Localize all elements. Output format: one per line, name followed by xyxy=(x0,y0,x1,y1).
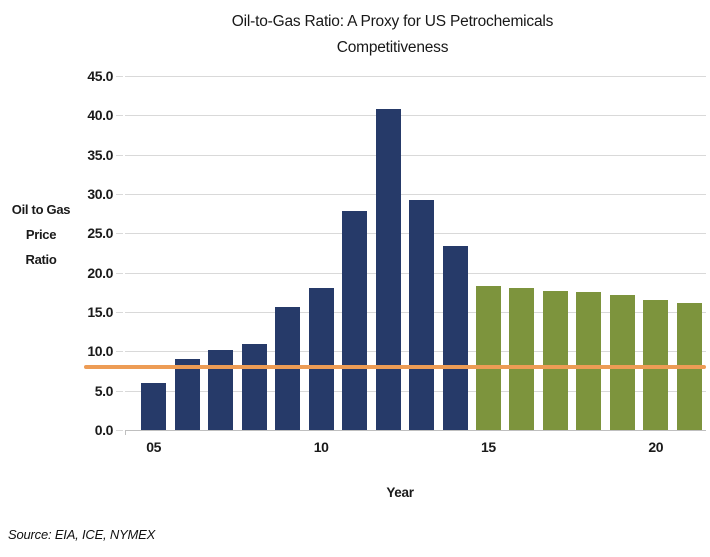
y-tick-label: 0.0 xyxy=(94,422,114,438)
y-axis-title-line-1: Oil to Gas xyxy=(11,202,71,217)
y-tick-label: 45.0 xyxy=(87,68,113,84)
y-tick-label: 35.0 xyxy=(87,146,113,163)
x-axis-line xyxy=(125,430,706,431)
bar-10 xyxy=(308,287,334,430)
y-tick-mark xyxy=(116,194,123,195)
y-tick-mark xyxy=(116,115,123,117)
y-tick-mark xyxy=(116,312,123,313)
y-axis-title-line-2: Price xyxy=(25,227,57,242)
y-tick-label: 10.0 xyxy=(87,343,113,360)
y-tick-label: 20.0 xyxy=(87,264,113,281)
bar-16 xyxy=(509,287,535,430)
bar-12 xyxy=(375,109,401,430)
source-note: Source: EIA, ICE, NYMEX xyxy=(8,527,156,542)
y-tick-mark xyxy=(116,351,123,353)
gridline xyxy=(125,115,706,117)
y-tick-label: 5.0 xyxy=(94,382,114,399)
chart-title: Oil-to-Gas Ratio: A Proxy for US Petroch… xyxy=(75,9,710,61)
x-axis-tick-mark xyxy=(125,430,126,435)
bar-18 xyxy=(576,292,602,430)
y-tick-label: 30.0 xyxy=(87,186,113,202)
y-axis-title: Oil to Gas Price Ratio xyxy=(4,197,78,272)
reference-line xyxy=(84,365,706,370)
gridline xyxy=(125,76,706,77)
bar-11 xyxy=(342,211,368,430)
y-tick-label: 25.0 xyxy=(87,225,113,242)
bar-17 xyxy=(542,290,568,430)
y-tick-label: 15.0 xyxy=(87,304,113,320)
gridline xyxy=(125,154,706,156)
bar-19 xyxy=(609,294,635,430)
chart-title-line-1: Oil-to-Gas Ratio: A Proxy for US Petroch… xyxy=(231,13,554,30)
bar-07 xyxy=(208,349,234,430)
bar-14 xyxy=(442,245,468,430)
gridline xyxy=(125,194,706,195)
y-tick-mark xyxy=(116,430,123,431)
bar-08 xyxy=(241,344,267,430)
y-tick-mark xyxy=(116,154,123,156)
bar-05 xyxy=(141,382,167,430)
x-tick-label: 20 xyxy=(648,439,664,455)
y-axis-title-line-3: Ratio xyxy=(25,252,57,267)
bar-13 xyxy=(409,200,434,430)
x-tick-label: 15 xyxy=(481,439,496,455)
x-axis-title: Year xyxy=(386,485,414,500)
x-tick-label: 10 xyxy=(313,439,329,455)
bar-20 xyxy=(643,300,669,430)
chart-title-line-2: Competitiveness xyxy=(336,39,449,56)
bar-06 xyxy=(174,359,200,430)
x-tick-label: 05 xyxy=(146,439,162,455)
y-tick-mark xyxy=(116,272,123,274)
y-tick-mark xyxy=(116,76,123,77)
y-tick-label: 40.0 xyxy=(87,107,113,124)
y-tick-mark xyxy=(116,233,123,235)
y-tick-mark xyxy=(116,390,123,392)
bar-15 xyxy=(475,286,501,430)
